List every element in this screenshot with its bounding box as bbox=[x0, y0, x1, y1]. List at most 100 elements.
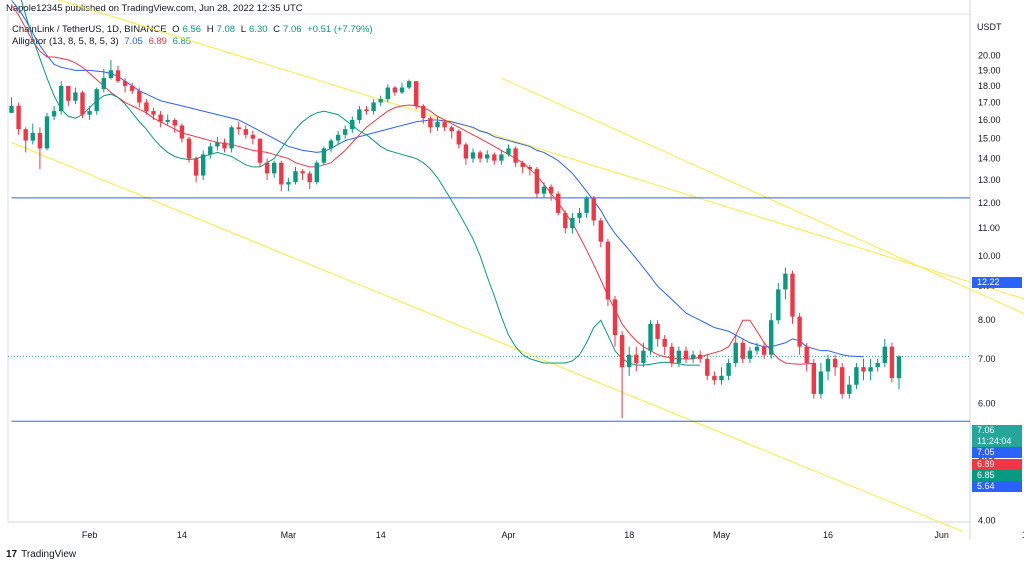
candle bbox=[861, 358, 866, 381]
candle-body bbox=[463, 144, 469, 159]
candle bbox=[392, 85, 398, 96]
candle-body bbox=[776, 289, 781, 321]
alligator-label[interactable]: Alligator (13, 8, 5, 8, 5, 3) bbox=[12, 36, 119, 47]
candle bbox=[520, 160, 525, 174]
candle bbox=[137, 87, 142, 108]
candle-body bbox=[264, 162, 270, 174]
y-tick-label: 8.00 bbox=[978, 315, 996, 325]
candle bbox=[321, 146, 327, 165]
candle-body bbox=[300, 171, 305, 174]
candle-body bbox=[172, 119, 177, 126]
candle-body bbox=[804, 346, 809, 363]
candle-body bbox=[51, 111, 57, 117]
candle-body bbox=[648, 323, 653, 351]
candle-body bbox=[520, 162, 525, 167]
candle-body bbox=[215, 142, 220, 147]
candle-body bbox=[286, 182, 291, 185]
symbol-legend-row: ChainLink / TetherUS, 1D, BINANCE O 6.56 … bbox=[12, 24, 376, 36]
symbol-name[interactable]: ChainLink / TetherUS, 1D, BINANCE bbox=[12, 24, 167, 35]
candle-body bbox=[747, 350, 753, 359]
candle-body bbox=[257, 138, 263, 163]
candle bbox=[414, 81, 419, 110]
candle bbox=[406, 79, 412, 90]
candle bbox=[676, 346, 682, 368]
candle bbox=[470, 148, 476, 163]
candle bbox=[307, 171, 312, 189]
candle bbox=[9, 97, 14, 113]
candle-body bbox=[16, 105, 21, 130]
candle bbox=[66, 85, 71, 106]
candle-body bbox=[250, 134, 256, 139]
plot-frame bbox=[7, 13, 971, 523]
candle-body bbox=[307, 173, 312, 183]
candle bbox=[229, 125, 234, 153]
candle-body bbox=[37, 132, 43, 149]
candle bbox=[761, 342, 767, 359]
candle bbox=[875, 358, 880, 372]
candle bbox=[193, 156, 199, 183]
candle-body bbox=[669, 346, 674, 363]
candle-body bbox=[719, 375, 724, 381]
candle-body bbox=[605, 241, 611, 300]
candle-body bbox=[179, 125, 185, 139]
candle-body bbox=[698, 354, 703, 359]
candle-body bbox=[612, 299, 618, 336]
candle-body bbox=[272, 162, 277, 174]
candle-body bbox=[896, 356, 902, 379]
candle-body bbox=[158, 114, 163, 122]
candle-body bbox=[350, 119, 355, 130]
y-tick-label: 7.00 bbox=[978, 354, 996, 364]
candle-body bbox=[236, 127, 241, 130]
candle bbox=[506, 144, 511, 157]
candle-body bbox=[534, 169, 540, 194]
x-tick-label: Mar bbox=[281, 530, 297, 540]
candle bbox=[108, 59, 114, 80]
candle-body bbox=[208, 146, 213, 155]
alligator-lips-line bbox=[20, 0, 701, 366]
candle bbox=[612, 296, 618, 347]
candle-body bbox=[740, 342, 745, 359]
candle bbox=[343, 125, 348, 139]
y-tick-label: 11.00 bbox=[978, 223, 1000, 233]
candle bbox=[115, 65, 121, 83]
alligator-legend-row: Alligator (13, 8, 5, 8, 5, 3) 7.05 6.89 … bbox=[12, 36, 376, 48]
chart-legend: ChainLink / TetherUS, 1D, BINANCE O 6.56 … bbox=[12, 24, 376, 48]
candle bbox=[889, 342, 895, 383]
candle bbox=[357, 105, 362, 124]
candle bbox=[385, 84, 390, 103]
candle bbox=[44, 112, 50, 151]
candle-body bbox=[371, 102, 376, 112]
candle-body bbox=[683, 350, 689, 359]
candle-body bbox=[889, 346, 895, 379]
candle bbox=[577, 207, 582, 224]
candle bbox=[854, 362, 859, 390]
candle-body bbox=[840, 367, 845, 394]
candle bbox=[286, 177, 291, 192]
candle-body bbox=[279, 162, 284, 185]
candle-body bbox=[861, 367, 866, 372]
y-tick-label: 14.00 bbox=[978, 154, 1001, 164]
candle-body bbox=[130, 85, 135, 91]
candle bbox=[456, 129, 461, 149]
candle bbox=[23, 127, 28, 153]
y-tick-label: 12.00 bbox=[978, 198, 1001, 208]
candle-body bbox=[186, 138, 192, 159]
y-tick-label: 10.00 bbox=[978, 251, 1001, 261]
candle bbox=[591, 195, 596, 226]
candle bbox=[144, 99, 149, 115]
y-tick-label: 19.00 bbox=[978, 65, 1001, 75]
candle bbox=[492, 152, 497, 165]
last-price-tag: 7.06 bbox=[972, 425, 1022, 436]
y-tick-label: 20.00 bbox=[978, 51, 1001, 61]
candle bbox=[712, 371, 717, 385]
lips-price-tag: 6.85 bbox=[972, 470, 1022, 481]
candle bbox=[215, 136, 220, 151]
candle bbox=[754, 342, 760, 355]
tradingview-brand: TradingView bbox=[21, 549, 77, 560]
candle bbox=[378, 95, 383, 106]
candle-body bbox=[151, 111, 156, 115]
candle-body bbox=[548, 186, 554, 194]
candle-body bbox=[712, 375, 717, 381]
low-value: 6.30 bbox=[249, 24, 268, 35]
